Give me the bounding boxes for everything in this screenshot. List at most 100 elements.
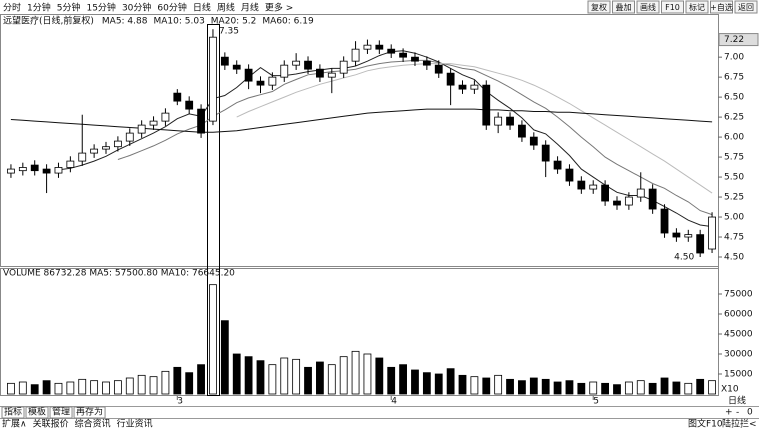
volume-bar [185, 372, 194, 395]
volume-bar [482, 377, 491, 395]
footer-right[interactable]: 图文F10 [688, 418, 723, 430]
period-tab[interactable]: 分时 [3, 2, 21, 14]
candle-body [708, 216, 716, 250]
candle-body [185, 100, 194, 110]
x-tick-label: 3 [177, 397, 183, 407]
period-tab[interactable]: 更多 > [265, 2, 293, 14]
y-tick-label: 6.50 [724, 93, 744, 103]
volume-bar [363, 353, 372, 395]
footer-tab[interactable]: 再存为 [76, 406, 103, 418]
footer-tab[interactable]: 管理 [52, 406, 70, 418]
candle-body [54, 167, 63, 174]
y-tick-label: 15000 [724, 370, 753, 380]
cursor-box [718, 33, 759, 47]
y-tick-label: 5.50 [724, 173, 744, 183]
toolbar-button[interactable] [710, 0, 733, 14]
toolbar-button-label[interactable]: +自选 [710, 2, 733, 12]
candle-body [541, 144, 550, 162]
volume-bar [42, 380, 51, 395]
candle-body [506, 116, 514, 126]
toolbar-button[interactable] [636, 0, 660, 14]
volume-bar [351, 350, 360, 395]
toolbar-button[interactable] [661, 0, 684, 14]
candle-body [268, 76, 277, 86]
toolbar-button[interactable] [612, 0, 635, 14]
candle-body [102, 146, 110, 150]
candle-body [316, 68, 324, 78]
volume-bar [494, 374, 503, 395]
footer-tab-box[interactable] [49, 406, 73, 419]
chart-title: VOLUME 86732.28 MA5: 57500.80 MA10: 7664… [3, 269, 235, 279]
volume-bar [102, 381, 110, 395]
candle-body [422, 60, 431, 66]
legend-entry: MA20: 5.2 [211, 17, 257, 27]
footer-tab-box[interactable] [25, 406, 49, 419]
period-tab[interactable]: 月线 [241, 2, 259, 14]
toolbar-button-label[interactable]: F10 [665, 3, 680, 12]
volume-bar [553, 381, 562, 395]
footer-tab[interactable]: 模板 [28, 406, 46, 418]
toolbar-button-label[interactable]: 标记 [689, 2, 705, 12]
volume-bar [601, 382, 610, 395]
selection-box [207, 24, 220, 396]
candle-body [399, 52, 407, 58]
volume-bar [375, 357, 384, 395]
toolbar-button[interactable] [734, 0, 758, 14]
period-tab[interactable]: 周线 [217, 2, 235, 14]
legend-entry: MA10: 5.03 [153, 17, 204, 27]
toolbar-button-label[interactable]: 返回 [738, 3, 754, 12]
volume-bar [173, 366, 182, 395]
footer-link[interactable]: 扩展∧ [2, 418, 27, 430]
candle-body [339, 60, 348, 74]
volume-bar [565, 380, 574, 395]
footer-tab-box[interactable] [73, 406, 106, 419]
candle-body [672, 232, 681, 238]
footer-link[interactable]: 关联报价 [33, 418, 69, 430]
candle-body [125, 132, 134, 142]
zoom-button[interactable]: + [725, 408, 733, 418]
toolbar-button-label[interactable]: 叠加 [616, 2, 632, 12]
zoom-button[interactable]: - [736, 408, 739, 418]
candle-body [494, 116, 503, 126]
period-tab[interactable]: 5分钟 [57, 2, 81, 14]
volume-bar [648, 382, 657, 395]
toolbar-button[interactable] [685, 0, 709, 14]
volume-bar [613, 384, 621, 395]
candle-body [209, 36, 217, 122]
volume-bar [244, 356, 253, 395]
y-tick-label: 4.50 [724, 253, 744, 263]
toolbar-button-label[interactable]: 画线 [640, 2, 656, 12]
candle-body [90, 148, 99, 154]
footer-tab[interactable]: 指标 [4, 406, 22, 418]
candle-body [577, 180, 586, 190]
candle-body [173, 92, 182, 102]
toolbar-button-label[interactable]: 复权 [591, 2, 607, 12]
candle-body [636, 188, 645, 198]
candle-body [684, 234, 693, 238]
zoom-button[interactable]: 0 [747, 408, 753, 418]
volume-bar [197, 364, 205, 395]
period-tab[interactable]: 1分钟 [27, 2, 51, 14]
candle-body [624, 196, 633, 206]
period-tab[interactable]: 15分钟 [86, 2, 115, 14]
volume-bar [529, 377, 538, 395]
footer-link[interactable]: 综合资讯 [75, 418, 111, 430]
toolbar-button[interactable] [587, 0, 611, 14]
period-tab[interactable]: 30分钟 [122, 2, 151, 14]
period-tab[interactable]: 日线 [193, 2, 211, 14]
footer-link[interactable]: 行业资讯 [117, 418, 153, 430]
volume-bar [220, 320, 229, 395]
y-tick-label: 60000 [724, 310, 753, 320]
candle-body [149, 120, 158, 126]
volume-bar [518, 380, 526, 395]
footer-right[interactable]: 陆拉拦< [722, 418, 757, 430]
candle-body [446, 72, 455, 86]
y-tick-label: 6.25 [724, 113, 744, 123]
footer-tab-box[interactable] [1, 406, 25, 419]
volume-bar [446, 368, 455, 395]
period-tab[interactable]: 60分钟 [157, 2, 186, 14]
volume-bar [304, 366, 312, 395]
volume-bar [589, 381, 598, 395]
candle-body [220, 56, 229, 66]
